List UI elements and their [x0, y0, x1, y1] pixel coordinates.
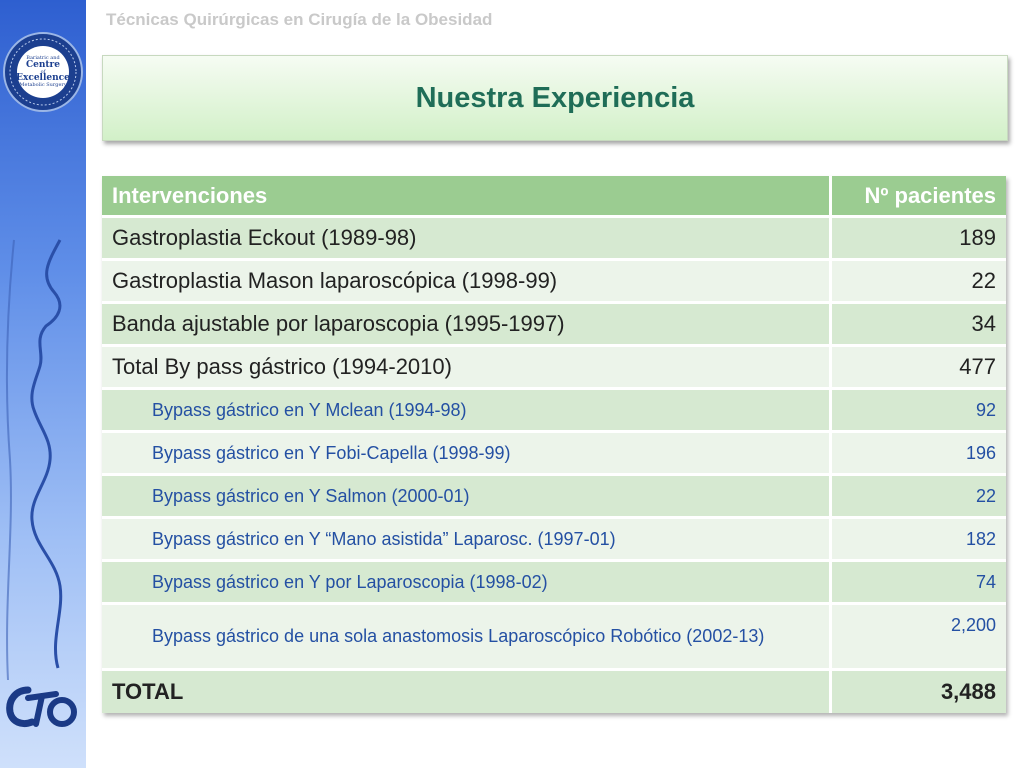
row-value: 189: [832, 218, 1006, 261]
row-value: 34: [832, 304, 1006, 347]
row-label: Gastroplastia Mason laparoscópica (1998-…: [102, 261, 832, 304]
subrow-value: 182: [832, 519, 1006, 562]
table-subrow: Bypass gástrico en Y “Mano asistida” Lap…: [102, 519, 1006, 562]
subrow-label: Bypass gástrico en Y Mclean (1994-98): [102, 390, 832, 433]
row-label: Banda ajustable por laparoscopia (1995-1…: [102, 304, 832, 347]
table-total-row: TOTAL 3,488: [102, 671, 1006, 713]
subrow-value: 74: [832, 562, 1006, 605]
badge-line-3: of: [40, 68, 46, 75]
total-label: TOTAL: [102, 671, 832, 713]
profile-silhouette-icon: [6, 239, 63, 681]
badge-line-2: Centre: [25, 60, 61, 71]
subrow-label: Bypass gástrico en Y “Mano asistida” Lap…: [102, 519, 832, 562]
table-row: Total By pass gástrico (1994-2010) 477: [102, 347, 1006, 390]
slide-title: Nuestra Experiencia: [415, 81, 695, 114]
subrow-value: 196: [832, 433, 1006, 476]
table-subrow: Bypass gástrico en Y Salmon (2000-01) 22: [102, 476, 1006, 519]
subrow-label: Bypass gástrico de una sola anastomosis …: [102, 605, 832, 671]
centre-of-excellence-badge: Bariatric and Centre of Excellence Metab…: [3, 32, 83, 112]
table-row: Gastroplastia Mason laparoscópica (1998-…: [102, 261, 1006, 304]
table-subrow: Bypass gástrico de una sola anastomosis …: [102, 605, 1006, 671]
row-value: 477: [832, 347, 1006, 390]
subrow-value: 2,200: [832, 605, 1006, 671]
badge-line-4: Excellence: [16, 73, 70, 84]
row-label: Total By pass gástrico (1994-2010): [102, 347, 832, 390]
row-value: 22: [832, 261, 1006, 304]
table-subrow: Bypass gástrico en Y Fobi-Capella (1998-…: [102, 433, 1006, 476]
cto-logo-icon: [6, 686, 77, 728]
badge-line-5: Metabolic Surgery: [19, 81, 67, 88]
badge-line-1: Bariatric and: [26, 55, 60, 62]
subrow-value: 22: [832, 476, 1006, 519]
header-interventions: Intervenciones: [102, 176, 832, 218]
table-subrow: Bypass gástrico en Y Mclean (1994-98) 92: [102, 390, 1006, 433]
badge-ring-icon: [9, 38, 77, 106]
row-label: Gastroplastia Eckout (1989-98): [102, 218, 832, 261]
subrow-label: Bypass gástrico en Y Fobi-Capella (1998-…: [102, 433, 832, 476]
table-header-row: Intervenciones Nº pacientes: [102, 176, 1006, 218]
subrow-value: 92: [832, 390, 1006, 433]
slide-title-box: Nuestra Experiencia: [102, 55, 1008, 141]
table-row: Gastroplastia Eckout (1989-98) 189: [102, 218, 1006, 261]
subrow-label: Bypass gástrico en Y Salmon (2000-01): [102, 476, 832, 519]
total-value: 3,488: [832, 671, 1006, 713]
subrow-label: Bypass gástrico en Y por Laparoscopia (1…: [102, 562, 832, 605]
experience-table: Intervenciones Nº pacientes Gastroplasti…: [102, 176, 1006, 713]
course-title: Técnicas Quirúrgicas en Cirugía de la Ob…: [106, 10, 493, 29]
table-row: Banda ajustable por laparoscopia (1995-1…: [102, 304, 1006, 347]
header-patients: Nº pacientes: [832, 176, 1006, 218]
sidebar-decoration: Bariatric and Centre of Excellence Metab…: [0, 0, 86, 768]
table-subrow: Bypass gástrico en Y por Laparoscopia (1…: [102, 562, 1006, 605]
